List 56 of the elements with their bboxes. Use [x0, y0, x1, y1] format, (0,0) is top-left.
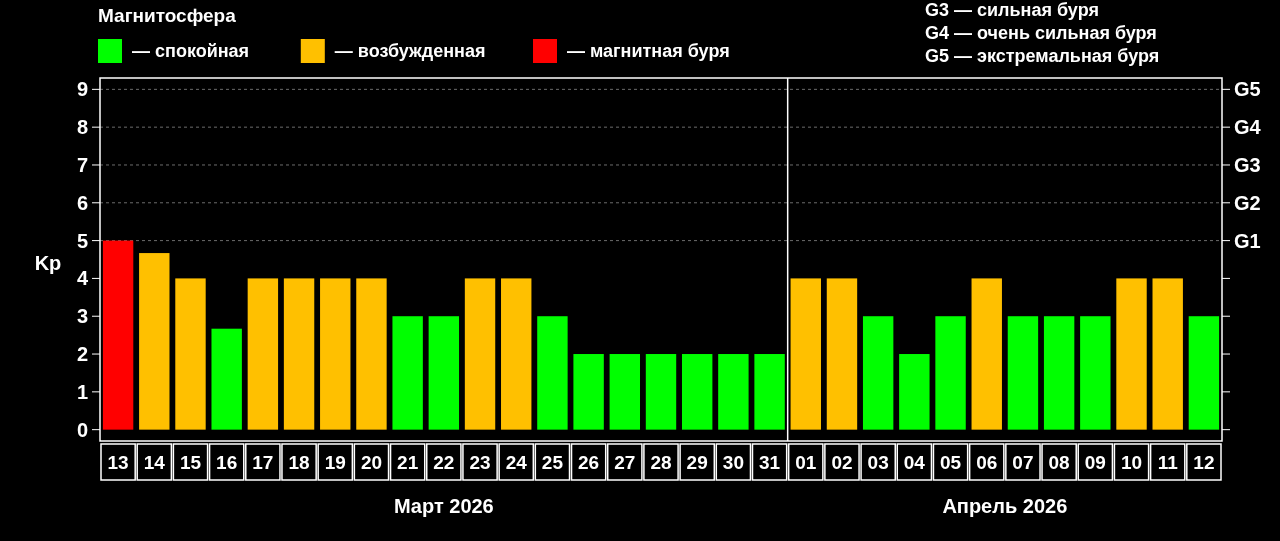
- y-tick-label: 9: [76, 78, 88, 101]
- ref-line-label: G5: [1234, 78, 1261, 101]
- y-tick-label: 8: [76, 116, 88, 139]
- y-tick-label: 5: [76, 229, 88, 252]
- x-tick-label: 04: [903, 451, 926, 473]
- y-tick-label: 7: [76, 153, 88, 176]
- x-tick-label: 16: [216, 451, 238, 473]
- x-tick-label: 31: [759, 451, 781, 473]
- x-tick-label: 10: [1120, 451, 1143, 473]
- text: G4 — очень сильная буря: [925, 23, 1157, 43]
- ref-line-label: G3: [1234, 153, 1261, 176]
- x-tick-label: 19: [324, 451, 346, 473]
- x-tick-label: 21: [397, 451, 419, 473]
- text: G3 — сильная буря: [925, 0, 1099, 20]
- x-tick-label: 24: [505, 451, 528, 473]
- y-tick-label: 2: [76, 343, 88, 366]
- legend-label: — магнитная буря: [567, 41, 730, 61]
- text: Март 2026: [393, 495, 494, 517]
- ref-line-label: G2: [1234, 191, 1261, 214]
- x-tick-label: 14: [143, 451, 166, 473]
- x-tick-label: 01: [795, 451, 817, 473]
- x-tick-label: 18: [288, 451, 310, 473]
- y-axis-title: Kp: [34, 252, 62, 274]
- legend-label: — возбужденная: [334, 41, 486, 61]
- y-tick-label: 1: [76, 380, 88, 403]
- x-tick-label: 09: [1084, 451, 1106, 473]
- x-tick-label: 02: [831, 451, 853, 473]
- x-tick-label: 28: [650, 451, 672, 473]
- x-tick-label: 27: [614, 451, 636, 473]
- x-tick-label: 07: [1012, 451, 1034, 473]
- y-tick-label: 4: [76, 267, 89, 290]
- x-tick-label: 25: [541, 451, 564, 473]
- x-tick-label: 05: [939, 451, 962, 473]
- x-tick-label: 17: [252, 451, 274, 473]
- x-tick-label: 23: [469, 451, 491, 473]
- x-tick-label: 03: [867, 451, 889, 473]
- legend-title: Магнитосфера: [98, 5, 237, 26]
- x-tick-label: 11: [1157, 451, 1179, 473]
- legend-label: — спокойная: [132, 41, 250, 61]
- x-tick-label: 20: [360, 451, 383, 473]
- x-tick-label: 29: [686, 451, 708, 473]
- text: Апрель 2026: [942, 495, 1068, 517]
- ref-line-label: G4: [1234, 116, 1262, 139]
- x-tick-label: 22: [433, 451, 455, 473]
- text: G5 — экстремальная буря: [925, 46, 1160, 66]
- x-tick-label: 30: [722, 451, 744, 473]
- x-tick-label: 26: [578, 451, 600, 473]
- ref-line-label: G1: [1234, 229, 1261, 252]
- x-tick-label: 12: [1193, 451, 1215, 473]
- x-tick-label: 13: [107, 451, 129, 473]
- x-tick-label: 15: [179, 451, 202, 473]
- y-tick-label: 6: [76, 191, 88, 214]
- y-tick-label: 0: [76, 418, 88, 441]
- x-tick-label: 06: [976, 451, 998, 473]
- y-tick-label: 3: [76, 305, 88, 328]
- x-tick-label: 08: [1048, 451, 1070, 473]
